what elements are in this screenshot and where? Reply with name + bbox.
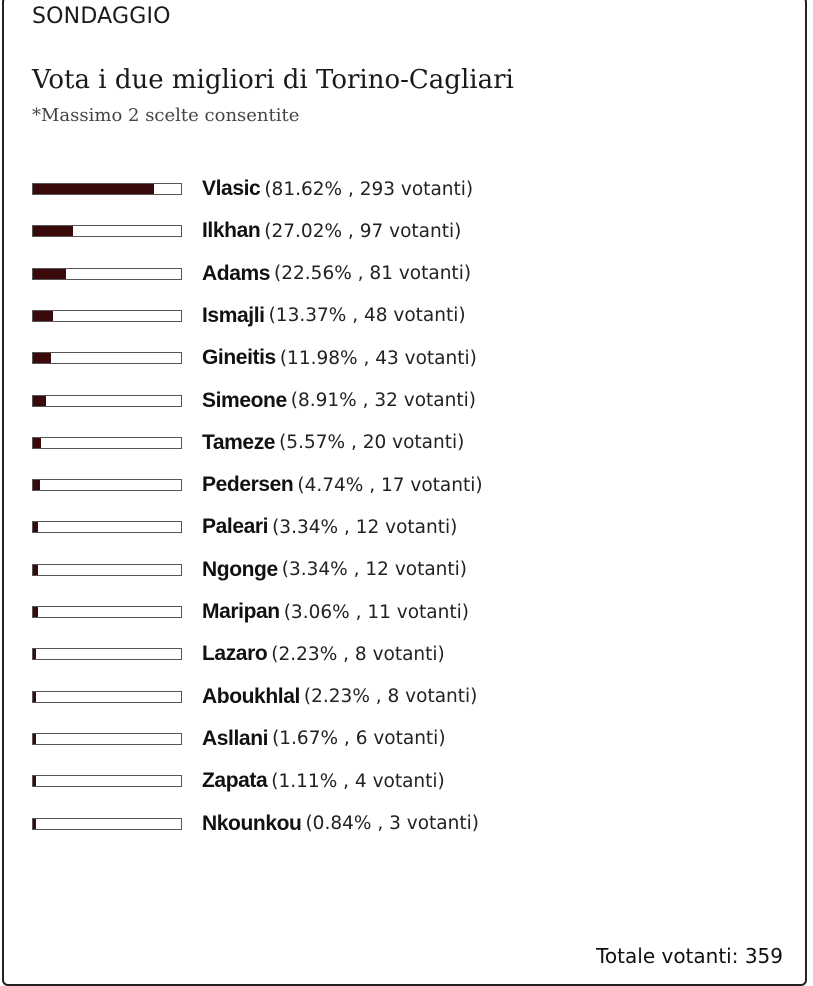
poll-option[interactable]: Ismajli (13.37% , 48 votanti) xyxy=(32,301,466,331)
candidate-name: Paleari xyxy=(202,515,269,539)
result-bar xyxy=(32,352,182,365)
result-bar-fill xyxy=(33,564,38,575)
candidate-stats: (22.56% , 81 votanti) xyxy=(274,263,472,285)
candidate-stats: (11.98% , 43 votanti) xyxy=(279,347,477,369)
result-bar-fill xyxy=(33,395,46,406)
result-bar-fill xyxy=(33,691,36,702)
result-bar xyxy=(32,563,182,576)
poll-option[interactable]: Ngonge (3.34% , 12 votanti) xyxy=(32,555,467,585)
result-bar-fill xyxy=(33,649,36,660)
result-bar-fill xyxy=(33,437,41,448)
result-bar xyxy=(32,521,182,534)
result-bar xyxy=(32,732,182,745)
candidate-stats: (2.23% , 8 votanti) xyxy=(271,643,445,665)
poll-option[interactable]: Pedersen (4.74% , 17 votanti) xyxy=(32,470,483,500)
poll-option[interactable]: Gineitis (11.98% , 43 votanti) xyxy=(32,343,477,373)
total-voters: Totale votanti: 359 xyxy=(596,944,783,968)
poll-option[interactable]: Maripan (3.06% , 11 votanti) xyxy=(32,597,469,627)
candidate-name: Aboukhlal xyxy=(202,684,300,708)
result-bar-fill xyxy=(33,522,38,533)
poll-option[interactable]: Vlasic (81.62% , 293 votanti) xyxy=(32,174,473,204)
result-bar xyxy=(32,817,182,830)
result-bar-fill xyxy=(33,184,154,194)
candidate-name: Tameze xyxy=(202,430,276,454)
result-bar-fill xyxy=(33,818,36,829)
poll-option[interactable]: Aboukhlal (2.23% , 8 votanti) xyxy=(32,682,477,712)
candidate-name: Ngonge xyxy=(202,557,278,581)
candidate-stats: (4.74% , 17 votanti) xyxy=(297,474,483,496)
candidate-stats: (1.67% , 6 votanti) xyxy=(272,728,446,750)
result-bar xyxy=(32,436,182,449)
candidate-stats: (0.84% , 3 votanti) xyxy=(305,813,479,834)
section-label: SONDAGGIO xyxy=(32,4,171,29)
result-bar-fill xyxy=(33,268,66,279)
result-bar-fill xyxy=(33,607,38,617)
poll-option[interactable]: Ilkhan (27.02% , 97 votanti) xyxy=(32,216,461,246)
candidate-stats: (3.06% , 11 votanti) xyxy=(283,601,469,623)
candidate-stats: (81.62% , 293 votanti) xyxy=(264,178,474,200)
result-bar xyxy=(32,690,182,703)
poll-subtitle: *Massimo 2 scelte consentite xyxy=(32,105,300,126)
result-bar-fill xyxy=(33,776,36,787)
candidate-stats: (2.23% , 8 votanti) xyxy=(303,686,478,708)
candidate-name: Simeone xyxy=(202,388,287,412)
poll-option[interactable]: Simeone (8.91% , 32 votanti) xyxy=(32,386,476,416)
candidate-name: Pedersen xyxy=(202,473,294,497)
result-bar xyxy=(32,225,182,238)
candidate-stats: (27.02% , 97 votanti) xyxy=(264,220,462,242)
poll-title: Vota i due migliori di Torino-Cagliari xyxy=(32,65,514,95)
result-bar xyxy=(32,267,182,280)
poll-option[interactable]: Asllani (1.67% , 6 votanti) xyxy=(32,724,446,754)
candidate-stats: (1.11% , 4 votanti) xyxy=(271,770,445,792)
candidate-name: Adams xyxy=(202,261,271,285)
result-bar xyxy=(32,394,182,407)
result-bar xyxy=(32,606,182,618)
result-bar-fill xyxy=(33,480,40,491)
candidate-stats: (3.34% , 12 votanti) xyxy=(281,559,468,581)
poll-option[interactable]: Lazaro (2.23% , 8 votanti) xyxy=(32,639,445,669)
result-bar-fill xyxy=(33,310,53,321)
result-bar xyxy=(32,775,182,788)
candidate-stats: (13.37% , 48 votanti) xyxy=(268,305,466,327)
poll-option[interactable]: Paleari (3.34% , 12 votanti) xyxy=(32,512,457,542)
result-bar xyxy=(32,648,182,661)
candidate-name: Nkounkou xyxy=(202,811,302,835)
candidate-stats: (5.57% , 20 votanti) xyxy=(279,432,465,454)
poll-option[interactable]: Nkounkou (0.84% , 3 votanti) xyxy=(32,809,479,839)
result-bar xyxy=(32,479,182,492)
candidate-name: Ilkhan xyxy=(202,219,261,243)
candidate-stats: (8.91% , 32 votanti) xyxy=(290,390,476,411)
candidate-name: Vlasic xyxy=(202,177,261,200)
candidate-stats: (3.34% , 12 votanti) xyxy=(272,516,458,538)
candidate-name: Ismajli xyxy=(202,303,265,327)
candidate-name: Asllani xyxy=(202,726,269,750)
result-bar-fill xyxy=(33,226,73,237)
poll-option[interactable]: Tameze (5.57% , 20 votanti) xyxy=(32,428,464,458)
candidate-name: Zapata xyxy=(202,769,268,793)
result-bar xyxy=(32,183,182,195)
poll-option[interactable]: Adams (22.56% , 81 votanti) xyxy=(32,259,471,289)
candidate-name: Lazaro xyxy=(202,642,268,666)
candidate-name: Maripan xyxy=(202,600,280,623)
result-bar xyxy=(32,309,182,322)
candidate-name: Gineitis xyxy=(202,346,276,370)
poll-option[interactable]: Zapata (1.11% , 4 votanti) xyxy=(32,766,445,796)
result-bar-fill xyxy=(33,733,36,744)
result-bar-fill xyxy=(33,353,51,364)
